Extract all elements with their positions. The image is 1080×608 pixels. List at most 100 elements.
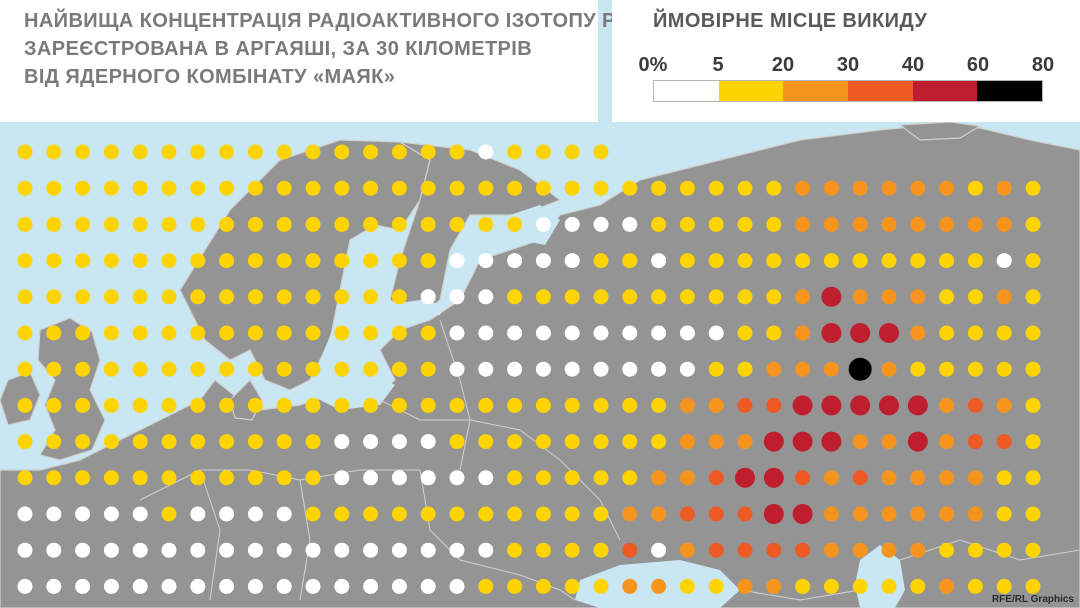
legend-swatch [718, 81, 784, 101]
probability-dot [939, 542, 955, 558]
probability-dot [708, 542, 724, 558]
probability-dot [679, 289, 695, 305]
probability-dot [737, 578, 753, 594]
probability-dot [334, 397, 350, 413]
probability-dot [276, 506, 292, 522]
probability-dot [161, 144, 177, 160]
probability-dot [593, 253, 609, 269]
probability-dot [766, 216, 782, 232]
probability-dot [478, 434, 494, 450]
probability-dot [46, 325, 62, 341]
probability-dot [334, 361, 350, 377]
probability-dot [852, 253, 868, 269]
probability-dot [391, 397, 407, 413]
probability-dot [737, 216, 753, 232]
probability-dot [821, 286, 842, 307]
probability-dot [507, 542, 523, 558]
probability-dot [1025, 506, 1041, 522]
border-line [299, 479, 311, 601]
probability-dot [161, 180, 177, 196]
probability-dot [939, 506, 955, 522]
legend-swatch [912, 81, 978, 101]
probability-dot [305, 361, 321, 377]
probability-dot [17, 506, 33, 522]
probability-dot [795, 361, 811, 377]
probability-dot [17, 325, 33, 341]
legend-tick: 20 [771, 54, 795, 76]
probability-dot [75, 542, 91, 558]
probability-dot [651, 253, 667, 269]
probability-dot [420, 470, 436, 486]
novaya-zemlya-land [898, 121, 982, 141]
probability-dot [881, 253, 897, 269]
probability-dot [564, 253, 580, 269]
probability-dot [708, 180, 724, 196]
probability-dot [1025, 289, 1041, 305]
probability-dot [593, 506, 609, 522]
probability-dot [967, 506, 983, 522]
probability-dot [564, 361, 580, 377]
probability-dot [219, 506, 235, 522]
probability-dot [276, 361, 292, 377]
probability-dot [305, 578, 321, 594]
probability-dot [363, 253, 379, 269]
probability-dot [75, 506, 91, 522]
probability-dot [391, 542, 407, 558]
probability-dot [103, 434, 119, 450]
probability-dot [852, 578, 868, 594]
probability-dot [276, 542, 292, 558]
probability-dot [161, 216, 177, 232]
probability-dot [737, 542, 753, 558]
probability-dot [881, 506, 897, 522]
probability-dot [766, 180, 782, 196]
probability-dot [190, 434, 206, 450]
probability-dot [161, 361, 177, 377]
probability-dot [478, 325, 494, 341]
probability-dot [219, 361, 235, 377]
probability-dot [363, 434, 379, 450]
probability-dot [161, 542, 177, 558]
probability-dot [651, 180, 667, 196]
probability-dot [737, 506, 753, 522]
probability-dot [996, 397, 1012, 413]
probability-dot [305, 434, 321, 450]
probability-dot [651, 578, 667, 594]
probability-dot [190, 253, 206, 269]
probability-dot [17, 361, 33, 377]
probability-dot [132, 144, 148, 160]
probability-dot [766, 397, 782, 413]
probability-dot [535, 180, 551, 196]
probability-dot [1025, 253, 1041, 269]
probability-dot [910, 470, 926, 486]
baltic-sea [310, 240, 395, 410]
probability-dot [910, 542, 926, 558]
white-sea [510, 205, 560, 245]
probability-dot [823, 470, 839, 486]
border-line [899, 539, 1080, 561]
probability-dot [910, 216, 926, 232]
legend-tick: 0% [638, 54, 668, 76]
probability-dot [334, 216, 350, 232]
probability-dot [190, 216, 206, 232]
probability-dot [708, 289, 724, 305]
probability-dot [823, 216, 839, 232]
probability-dot [737, 361, 753, 377]
probability-dot [651, 325, 667, 341]
probability-dot [276, 289, 292, 305]
probability-dot [507, 397, 523, 413]
probability-dot [305, 397, 321, 413]
probability-dot [420, 180, 436, 196]
probability-dot [478, 506, 494, 522]
probability-dot [75, 180, 91, 196]
probability-dot [848, 357, 872, 381]
probability-dot [305, 253, 321, 269]
probability-dot [132, 506, 148, 522]
probability-dot [276, 578, 292, 594]
probability-dot [334, 325, 350, 341]
probability-dot [46, 253, 62, 269]
border-line [419, 469, 521, 576]
probability-dot [17, 216, 33, 232]
probability-dot [939, 578, 955, 594]
probability-dot [161, 289, 177, 305]
probability-dot [967, 253, 983, 269]
